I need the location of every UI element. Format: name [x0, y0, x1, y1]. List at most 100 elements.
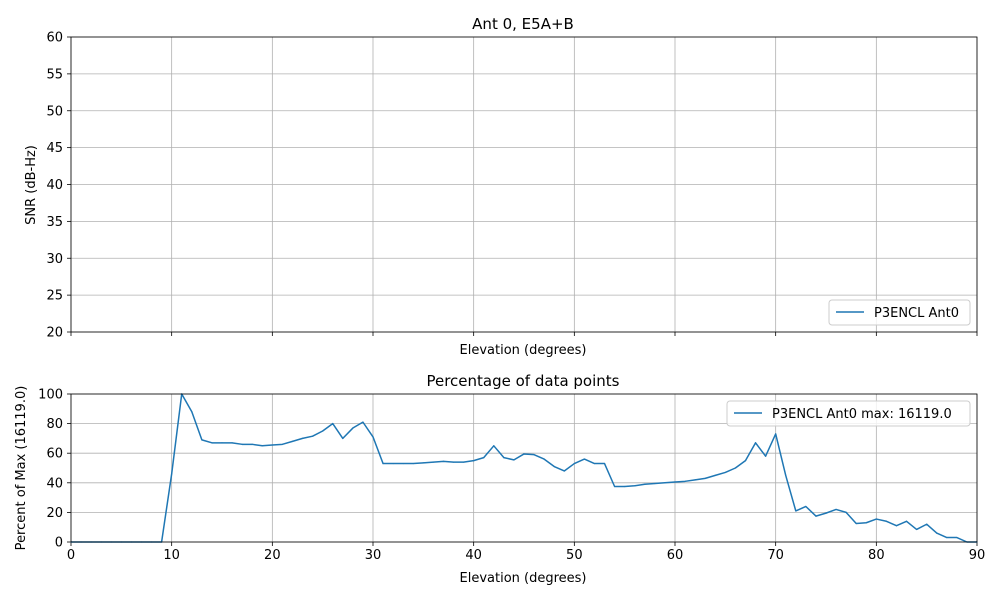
percentage-chart-data-point [583, 458, 586, 460]
percentage-chart-data-point [916, 528, 918, 531]
percentage-chart-data-point [895, 525, 898, 527]
snr-chart-legend: P3ENCL Ant0 [828, 299, 971, 326]
percentage-chart-data-point [332, 423, 334, 425]
snr-chart-y-tick-label-35: 35 [46, 215, 63, 230]
percentage-chart-data-point [322, 430, 324, 432]
percentage-chart-data-point [694, 479, 696, 481]
percentage-chart-data-point [654, 482, 656, 485]
snr-chart-y-axis-label: SNR (dB-Hz) [24, 145, 39, 225]
percentage-chart-data-point [674, 481, 676, 483]
percentage-chart-data-point [342, 437, 344, 439]
percentage-chart-x-tick-label-50: 50 [566, 548, 583, 563]
snr-chart-legend-box [828, 299, 971, 326]
percentage-chart-x-axis-label: Elevation (degrees) [460, 571, 587, 586]
percentage-chart-data-point [684, 480, 686, 482]
percentage-chart-data-point [815, 515, 817, 517]
percentage-chart-data-point [483, 457, 485, 459]
percentage-chart-data-point [241, 443, 243, 445]
percentage-chart-data-point [845, 511, 847, 513]
percentage-chart-data-point [543, 458, 545, 460]
percentage-chart-data-point [775, 433, 777, 435]
percentage-chart-data-point [473, 460, 475, 462]
percentage-chart-y-tick-label-40: 40 [46, 476, 63, 491]
percentage-chart-data-point [261, 445, 263, 447]
percentage-chart-legend-box [726, 400, 971, 427]
percentage-chart-x-tick-label-20: 20 [264, 548, 281, 563]
percentage-chart-data-point [905, 520, 908, 522]
snr-chart-y-tick-label-55: 55 [46, 67, 63, 82]
percentage-chart-data-point [271, 444, 273, 446]
percentage-chart-data-point [201, 439, 203, 441]
percentage-chart-data-point [553, 465, 555, 468]
percentage-chart-data-point [513, 459, 515, 461]
snr-chart: Ant 0, E5A+B Elevation (degrees) SNR (dB… [24, 15, 978, 358]
percentage-chart-x-tick-label-40: 40 [465, 548, 482, 563]
percentage-chart-data-point [805, 505, 807, 508]
percentage-chart-data-point [291, 440, 294, 442]
percentage-chart-ticks: 0 10 20 30 40 50 60 70 80 90 0 20 40 60 80 100 [38, 388, 985, 564]
snr-chart-y-tick-label-25: 25 [46, 289, 63, 304]
percentage-chart-data-point [885, 520, 888, 522]
percentage-chart-data-point [603, 462, 606, 465]
percentage-chart-data-point [231, 442, 233, 444]
percentage-chart-x-tick-label-30: 30 [365, 548, 382, 563]
percentage-chart-data-point [855, 522, 857, 525]
percentage-chart-data-point [211, 442, 213, 444]
percentage-chart-data-point [956, 536, 958, 539]
percentage-chart-data-point [442, 460, 445, 462]
percentage-chart-data-point [593, 462, 596, 465]
percentage-chart-x-tick-label-60: 60 [667, 548, 684, 563]
percentage-chart-data-point [392, 462, 394, 465]
percentage-chart-data-point [936, 532, 938, 534]
percentage-chart-data-point [412, 462, 414, 465]
percentage-chart-data-point [352, 427, 354, 429]
percentage-chart-legend: P3ENCL Ant0 max: 16119.0 [726, 400, 971, 427]
snr-chart-x-axis-label: Elevation (degrees) [460, 343, 587, 358]
percentage-chart-title: Percentage of data points [426, 372, 619, 390]
percentage-chart-y-tick-label-0: 0 [55, 536, 63, 551]
percentage-chart-y-tick-label-80: 80 [46, 417, 63, 432]
percentage-chart-data-point [614, 485, 616, 488]
snr-chart-y-tick-label-40: 40 [46, 178, 63, 193]
percentage-chart-data-point [724, 471, 726, 474]
percentage-chart-data-point [533, 454, 535, 456]
percentage-chart-x-tick-label-10: 10 [163, 548, 180, 563]
percentage-chart-data-point [362, 421, 364, 423]
percentage-chart-data-point [493, 445, 495, 447]
percentage-chart-data-point [946, 536, 948, 539]
snr-chart-y-tick-label-60: 60 [46, 31, 63, 46]
percentage-chart-data-point [301, 437, 304, 439]
percentage-chart-data-point [432, 461, 434, 463]
percentage-chart-data-point [795, 510, 797, 512]
snr-chart-y-tick-label-30: 30 [46, 252, 63, 267]
percentage-chart-data-point [281, 443, 283, 445]
percentage-chart-data-point [221, 442, 223, 444]
percentage-chart: Percentage of data points Elevation (deg… [14, 372, 985, 586]
percentage-chart-data-point [634, 485, 636, 487]
percentage-chart-data-point [382, 462, 384, 465]
percentage-chart-data-point [785, 474, 787, 476]
percentage-chart-data-point [664, 482, 666, 484]
percentage-chart-data-point [171, 473, 173, 475]
percentage-chart-data-point [463, 461, 465, 463]
percentage-chart-data-point [865, 522, 867, 524]
percentage-chart-y-tick-label-60: 60 [46, 447, 63, 462]
percentage-chart-frame [70, 393, 978, 543]
percentage-chart-data-point [744, 460, 747, 462]
percentage-chart-data-point [734, 467, 737, 469]
percentage-chart-x-tick-label-90: 90 [969, 548, 986, 563]
percentage-chart-data-point [825, 512, 827, 514]
percentage-chart-data-point [372, 436, 374, 438]
percentage-chart-data-point [926, 523, 928, 525]
percentage-chart-data-point [875, 518, 877, 520]
percentage-chart-data-point [644, 483, 646, 485]
snr-chart-y-tick-label-20: 20 [46, 326, 63, 341]
percentage-chart-data-point [191, 411, 193, 413]
snr-chart-legend-label: P3ENCL Ant0 [874, 306, 959, 321]
percentage-chart-data-point [422, 462, 424, 464]
percentage-chart-x-tick-label-70: 70 [767, 548, 784, 563]
percentage-chart-data-point [835, 508, 837, 511]
percentage-chart-data-point [251, 443, 253, 445]
percentage-chart-data-point [503, 457, 505, 459]
